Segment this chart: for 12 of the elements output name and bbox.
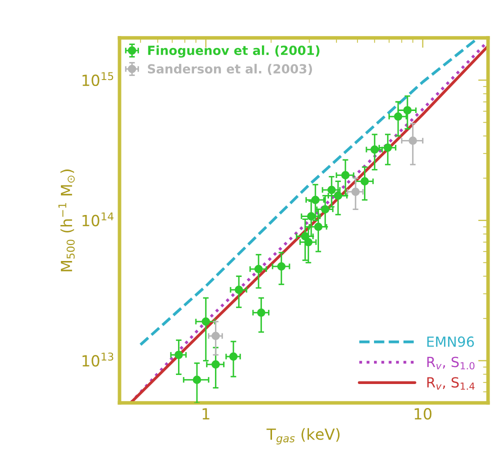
legend-label: Finoguenov et al. (2001) xyxy=(148,45,320,58)
x-axis-title: T$_{gas}$ (keV) xyxy=(266,428,340,444)
legend-label: EMN96 xyxy=(427,336,474,347)
y-tick-label: 10$^{15}$ xyxy=(82,72,114,86)
x-tick-label: 10 xyxy=(414,408,432,420)
y-tick-label: 10$^{14}$ xyxy=(82,212,114,226)
legend-label: Sanderson et al. (2003) xyxy=(148,64,312,76)
legend-label: R$_{v}$, S$_{1.0}$ xyxy=(427,356,474,370)
x-tick-label: 1 xyxy=(202,408,210,420)
y-tick-label: 10$^{13}$ xyxy=(82,352,114,367)
y-axis-title: M$_{500}$ (h$^{−1}$ M$_{⊙}$) xyxy=(58,170,75,272)
legend-label: R$_{v}$, S$_{1.4}$ xyxy=(427,377,475,390)
